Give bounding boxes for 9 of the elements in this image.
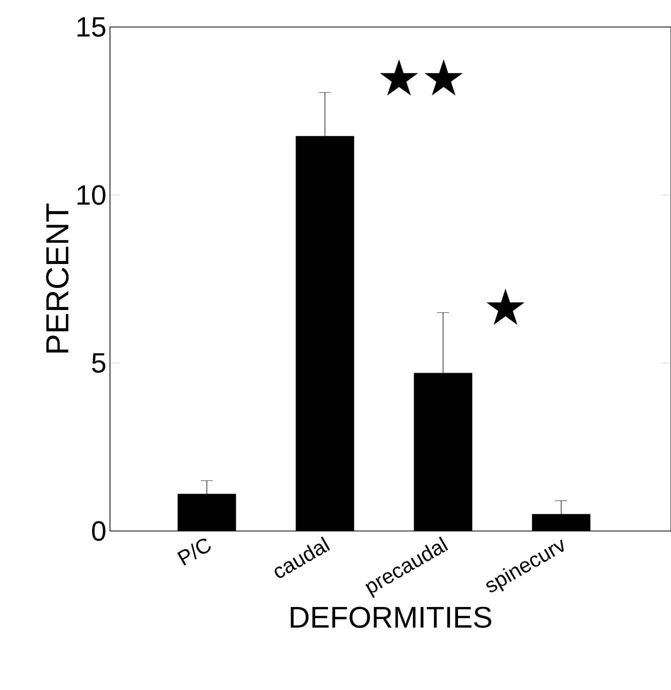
- annotation: ★: [486, 288, 525, 325]
- y-axis-title: PERCENT: [46, 204, 69, 353]
- x-tick-label: P/C: [177, 538, 211, 566]
- annotation: ★★: [380, 59, 463, 96]
- x-axis-title: DEFORMITIES: [290, 606, 492, 628]
- y-tick-label: 0: [92, 521, 106, 541]
- y-tick-label: 10: [78, 185, 106, 205]
- y-tick-label: 15: [78, 17, 106, 37]
- y-tick-label: 5: [92, 353, 106, 373]
